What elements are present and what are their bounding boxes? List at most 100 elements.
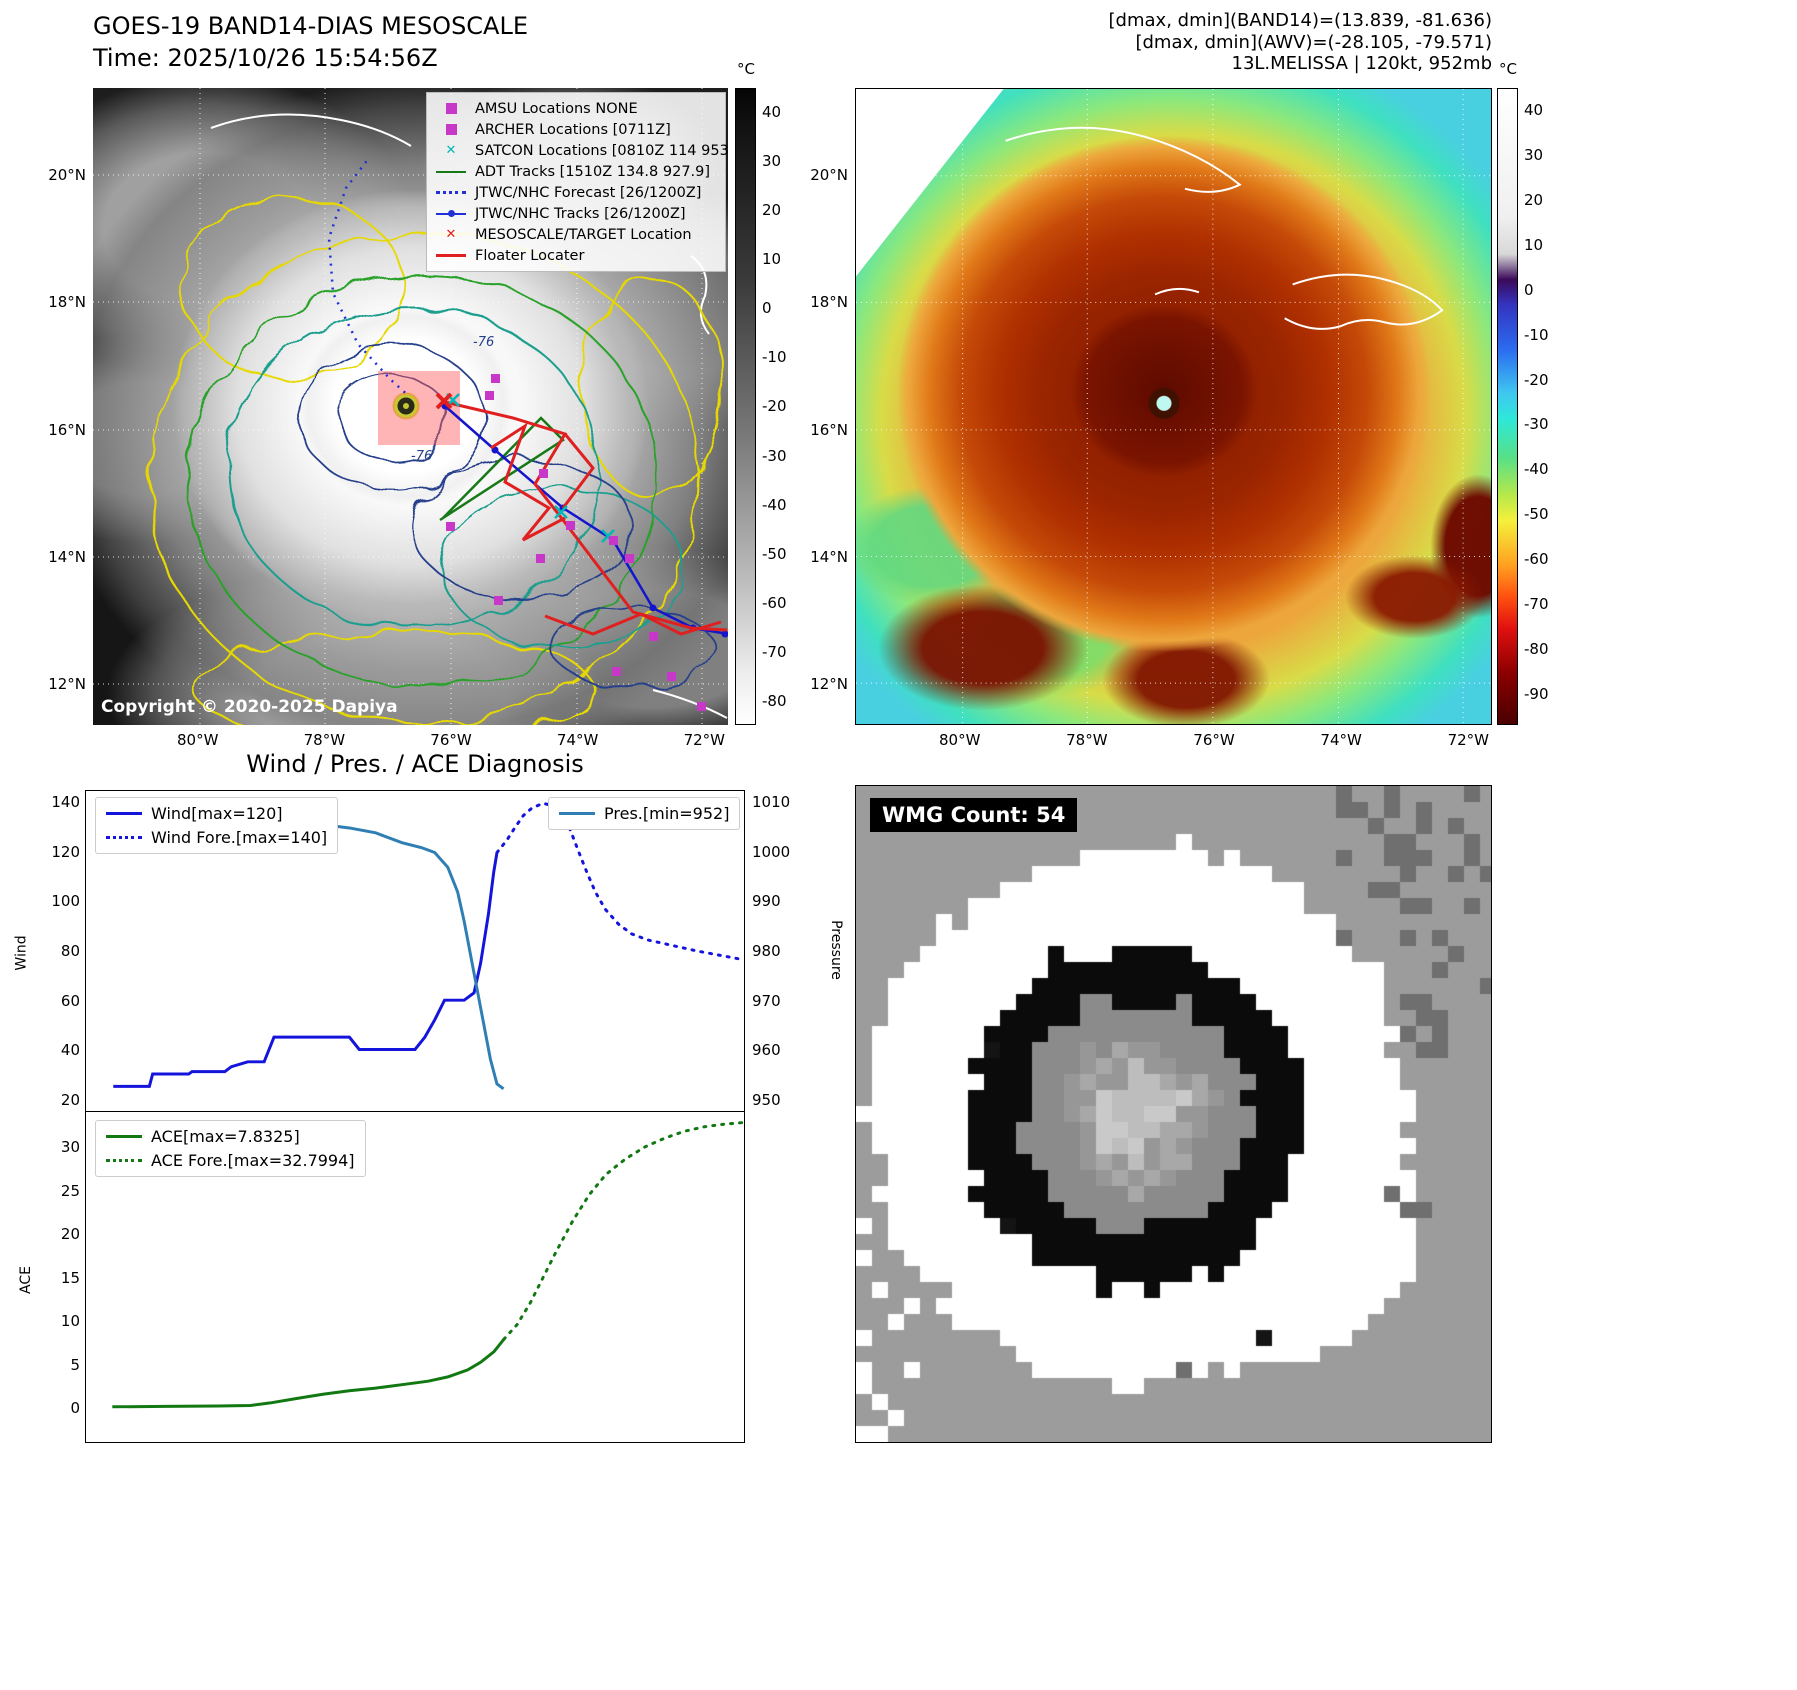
tick-label: -20: [762, 397, 787, 416]
tick-label: 80°W: [939, 731, 981, 749]
tick-label: 1000: [752, 842, 791, 861]
tick-label: 16°N: [48, 420, 86, 439]
awv-map: [855, 88, 1492, 725]
legend-label: ADT Tracks [1510Z 134.8 927.9]: [475, 163, 711, 180]
jtwc-forecast-dotted-line: [327, 157, 412, 399]
tick-label: 74°W: [556, 731, 599, 749]
legend-item: SATCON Locations [0810Z 114 953]: [435, 141, 728, 160]
legend-label: Floater Locater: [475, 247, 585, 264]
legend-label: AMSU Locations NONE: [475, 100, 638, 117]
wind-axis-label: Wind: [13, 935, 30, 971]
storm-id-intensity: 13L.MELISSA | 120kt, 952mb: [1231, 53, 1493, 74]
tick-label: 14°N: [810, 547, 848, 566]
tick-label: 16°N: [810, 420, 848, 439]
tick-label: 72°W: [683, 731, 725, 749]
tick-label: 18°N: [810, 293, 848, 312]
legend-item: Floater Locater: [435, 246, 717, 265]
ir-contours: [147, 197, 724, 725]
tick-label: 20: [60, 1225, 80, 1243]
copyright: Copyright © 2020-2025 Dapiya: [101, 697, 398, 717]
archer-markers: [446, 374, 706, 711]
legend-label: Wind Fore.[max=140]: [151, 828, 328, 847]
tick-label: 40: [60, 1041, 80, 1060]
legend-line-icon: [106, 1135, 142, 1138]
band14-legend: AMSU Locations NONE ARCHER Locations [071…: [426, 92, 728, 272]
x-red-icon: [435, 228, 467, 242]
tick-label: 76°W: [1193, 731, 1235, 749]
tick-label: -80: [762, 691, 787, 710]
tick-label: -70: [762, 642, 787, 661]
tick-label: 950: [752, 1090, 781, 1109]
band14-title: GOES-19 BAND14-DIAS MESOSCALE: [93, 12, 529, 40]
line-red-icon: [435, 249, 467, 263]
awv-map-overlay: [856, 89, 1491, 724]
tick-label: 0: [70, 1399, 80, 1417]
band14-lon-axis: 80°W 78°W 76°W 74°W 72°W: [93, 731, 728, 749]
tick-label: 78°W: [1066, 731, 1108, 749]
tick-label: 10: [1524, 235, 1544, 254]
band14-colorbar-ticks: 40 30 20 10 0 -10 -20 -30 -40 -50 -60 -70 -80: [762, 88, 787, 725]
tick-label: 980: [752, 941, 781, 960]
tick-label: 74°W: [1320, 731, 1362, 749]
band14-time: Time: 2025/10/26 15:54:56Z: [93, 44, 438, 72]
legend-line-icon: [106, 836, 142, 839]
ace-plot: [112, 1120, 744, 1409]
tick-label: 0: [762, 299, 772, 318]
pressure-axis-label: Pressure: [827, 920, 844, 980]
tick-label: 5: [70, 1355, 80, 1374]
tick-label: 72°W: [1447, 731, 1489, 749]
line-green-icon: [435, 165, 467, 179]
legend-item: ACE[max=7.8325]: [106, 1127, 355, 1146]
tick-label: 15: [60, 1268, 80, 1287]
series-line: [112, 1338, 505, 1409]
tick-label: -50: [1524, 505, 1549, 524]
tick-label: -40: [762, 495, 787, 514]
tick-label: -70: [1524, 595, 1549, 614]
legend-label: SATCON Locations [0810Z 114 953]: [475, 142, 728, 159]
wind-legend: Wind[max=120] Wind Fore.[max=140]: [95, 797, 339, 854]
legend-label: ACE[max=7.8325]: [151, 1127, 300, 1146]
awv-colorbar-unit: °C: [1499, 60, 1517, 78]
contour-label: -76: [473, 335, 494, 350]
square-magenta-icon: [435, 102, 467, 116]
awv-colorbar: [1497, 88, 1518, 725]
dmax-dmin-awv: [dmax, dmin](AWV)=(-28.105, -79.571): [1135, 32, 1492, 53]
line-dot-blue-icon: [435, 207, 467, 221]
legend-label: Pres.[min=952]: [604, 804, 730, 823]
band14-map: -76 -76 AMSU Locations NONE ARCHER Locati…: [93, 88, 728, 725]
legend-item: JTWC/NHC Forecast [26/1200Z]: [435, 183, 717, 202]
tick-label: 20: [762, 201, 782, 220]
diagnosis-title: Wind / Pres. / ACE Diagnosis: [246, 750, 584, 778]
legend-item: Wind[max=120]: [106, 804, 327, 823]
coastlines: [1005, 126, 1444, 330]
legend-label: MESOSCALE/TARGET Location: [475, 226, 692, 243]
wmg-pixel-image: [856, 786, 1491, 1442]
tick-label: 970: [752, 991, 781, 1010]
awv-lat-axis: 20°N 18°N 16°N 14°N 12°N: [800, 88, 848, 725]
tick-label: 20°N: [810, 166, 848, 184]
tick-label: -20: [1524, 370, 1549, 389]
dmax-dmin-band14: [dmax, dmin](BAND14)=(13.839, -81.636): [1108, 10, 1492, 31]
tick-label: 20: [1524, 190, 1544, 209]
tick-label: 30: [60, 1138, 80, 1156]
series-line: [495, 801, 744, 962]
ace-axis-ticks: 30 25 20 15 10 5 0: [44, 1112, 80, 1443]
legend-label: ACE Fore.[max=32.7994]: [151, 1151, 355, 1170]
tick-label: -60: [1524, 550, 1549, 569]
tick-label: 76°W: [430, 731, 472, 749]
tick-label: 40: [1524, 101, 1544, 119]
floater-track-lines: [444, 400, 728, 636]
tick-label: -50: [762, 544, 787, 563]
tick-label: -60: [762, 593, 787, 612]
contour-label: -76: [411, 449, 432, 464]
tick-label: 10: [762, 250, 782, 269]
tick-label: -30: [1524, 415, 1549, 434]
band14-lat-axis: 20°N 18°N 16°N 14°N 12°N: [38, 88, 86, 725]
tick-label: 14°N: [48, 547, 86, 566]
legend-line-icon: [106, 1159, 142, 1162]
pressure-axis-ticks: 1010 1000 990 980 970 960 950: [752, 790, 798, 1112]
tick-label: -10: [762, 348, 787, 367]
legend-item: AMSU Locations NONE: [435, 99, 717, 118]
square-magenta-icon: [435, 123, 467, 137]
